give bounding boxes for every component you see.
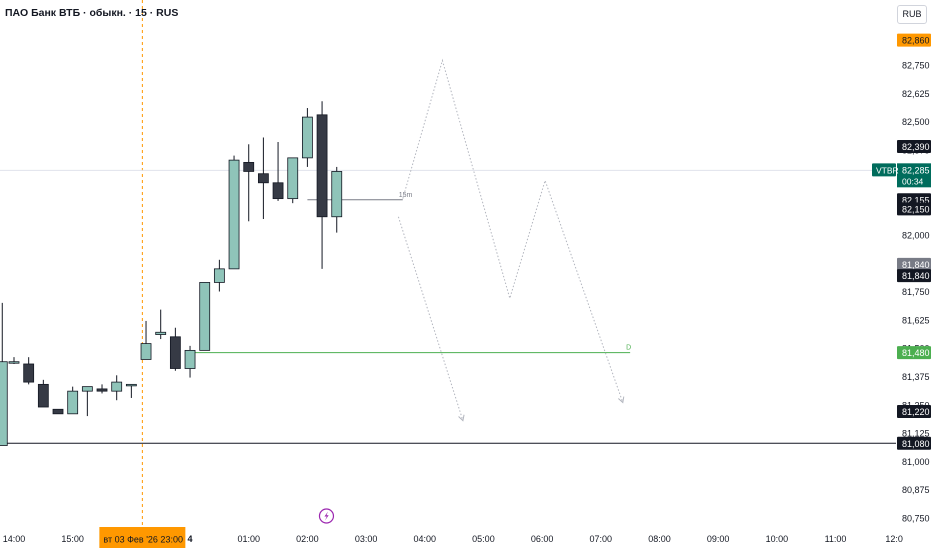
price-tick-label-8: 81,625 xyxy=(902,315,930,325)
price-tick-label-10: 81,375 xyxy=(902,372,930,382)
price-badge-label-1: 82,390 xyxy=(902,142,930,152)
time-tick-label-10: 08:00 xyxy=(648,534,671,544)
candle-body-4[interactable] xyxy=(52,408,64,415)
price-badge-4 xyxy=(897,257,931,271)
price-badge-label-4: 81,840 xyxy=(902,260,930,270)
time-tick-label-6: 04:00 xyxy=(413,534,436,544)
price-tick-label-5: 82,000 xyxy=(902,230,930,240)
lightning-icon-glyph xyxy=(324,511,329,521)
countdown-label: 00:34 xyxy=(902,176,924,186)
candle-body-19[interactable] xyxy=(272,182,284,200)
candle-body-15[interactable] xyxy=(213,268,225,283)
price-badge-6 xyxy=(897,346,931,360)
candle-body-1[interactable] xyxy=(8,361,20,364)
price-tick-label-14: 80,875 xyxy=(902,485,930,495)
candle-body-3[interactable] xyxy=(37,383,49,408)
level-line-label-0: D xyxy=(626,345,631,352)
price-badge-label-2: 82,155 xyxy=(902,195,930,205)
candle-body-14[interactable] xyxy=(199,282,211,351)
price-badge-7 xyxy=(897,405,931,419)
price-badge-label-6: 81,480 xyxy=(902,348,930,358)
price-badge-label-5: 81,840 xyxy=(902,271,930,281)
candle-body-16[interactable] xyxy=(228,159,240,270)
price-badge-5 xyxy=(897,269,931,283)
candle-body-10[interactable] xyxy=(140,343,152,360)
candle-body-23[interactable] xyxy=(331,171,343,218)
time-tick-label-2: 4 xyxy=(188,534,193,544)
time-tick-label-12: 10:00 xyxy=(766,534,789,544)
session-label-text: вт 03 Фев '26 23:00 xyxy=(103,535,183,545)
price-tick-label-15: 80,750 xyxy=(902,514,930,524)
symbol-title[interactable]: ПАО Банк ВТБ · обыкн. · 15 · RUS xyxy=(5,7,179,19)
last-price-badge xyxy=(897,163,931,188)
price-tick-label-0: 82,750 xyxy=(902,61,930,71)
price-tick-label-13: 81,000 xyxy=(902,457,930,467)
candle-body-11[interactable] xyxy=(155,331,167,335)
time-tick-label-9: 07:00 xyxy=(590,534,613,544)
candle-body-8[interactable] xyxy=(111,381,123,392)
price-badge-label-3: 82,150 xyxy=(902,204,930,214)
candle-body-20[interactable] xyxy=(287,157,299,200)
projection-arrowhead-0 xyxy=(618,396,625,404)
session-label-badge xyxy=(99,527,186,548)
candle-body-9[interactable] xyxy=(125,383,137,387)
time-tick-label-14: 12:0 xyxy=(885,534,903,544)
price-tick-label-2: 82,500 xyxy=(902,117,930,127)
symbol-badge xyxy=(872,163,896,177)
projection-path-0[interactable] xyxy=(402,58,624,403)
candle-body-12[interactable] xyxy=(169,336,181,369)
candle-body-21[interactable] xyxy=(301,116,313,159)
candle-body-6[interactable] xyxy=(81,386,93,392)
candle-body-5[interactable] xyxy=(67,390,79,415)
price-badge-0 xyxy=(897,33,931,47)
price-badge-3 xyxy=(897,202,931,216)
level-line-label-1: 15m xyxy=(399,192,413,199)
time-tick-label-8: 06:00 xyxy=(531,534,554,544)
price-tick-label-1: 82,625 xyxy=(902,89,930,99)
candle-body-17[interactable] xyxy=(243,161,255,172)
candle-body-18[interactable] xyxy=(257,173,269,184)
candle-body-7[interactable] xyxy=(96,388,108,392)
time-tick-label-3: 01:00 xyxy=(237,534,260,544)
time-tick-label-4: 02:00 xyxy=(296,534,319,544)
candle-body-2[interactable] xyxy=(23,363,35,383)
symbol-badge-label: VTBR xyxy=(876,165,899,175)
time-axis[interactable] xyxy=(0,529,932,550)
currency-button[interactable]: RUB xyxy=(897,5,927,24)
time-tick-label-7: 05:00 xyxy=(472,534,495,544)
price-badge-8 xyxy=(897,436,931,450)
price-badge-label-7: 81,220 xyxy=(902,407,930,417)
price-badge-1 xyxy=(897,140,931,154)
price-tick-label-7: 81,750 xyxy=(902,287,930,297)
time-tick-label-0: 14:00 xyxy=(3,534,26,544)
time-tick-label-13: 11:00 xyxy=(825,534,847,544)
time-tick-label-5: 03:00 xyxy=(355,534,378,544)
projection-arrowhead-1 xyxy=(458,414,465,422)
last-price-label: 82,285 xyxy=(902,165,930,175)
time-tick-label-1: 15:00 xyxy=(61,534,84,544)
price-badge-label-8: 81,080 xyxy=(902,439,930,449)
price-badge-label-0: 82,860 xyxy=(902,36,930,46)
candle-body-22[interactable] xyxy=(316,114,328,218)
time-tick-label-11: 09:00 xyxy=(707,534,730,544)
price-tick-label-12: 81,125 xyxy=(902,429,930,439)
projection-path-1[interactable] xyxy=(397,216,464,421)
candle-body-0[interactable] xyxy=(0,361,8,446)
candle-body-13[interactable] xyxy=(184,349,196,369)
